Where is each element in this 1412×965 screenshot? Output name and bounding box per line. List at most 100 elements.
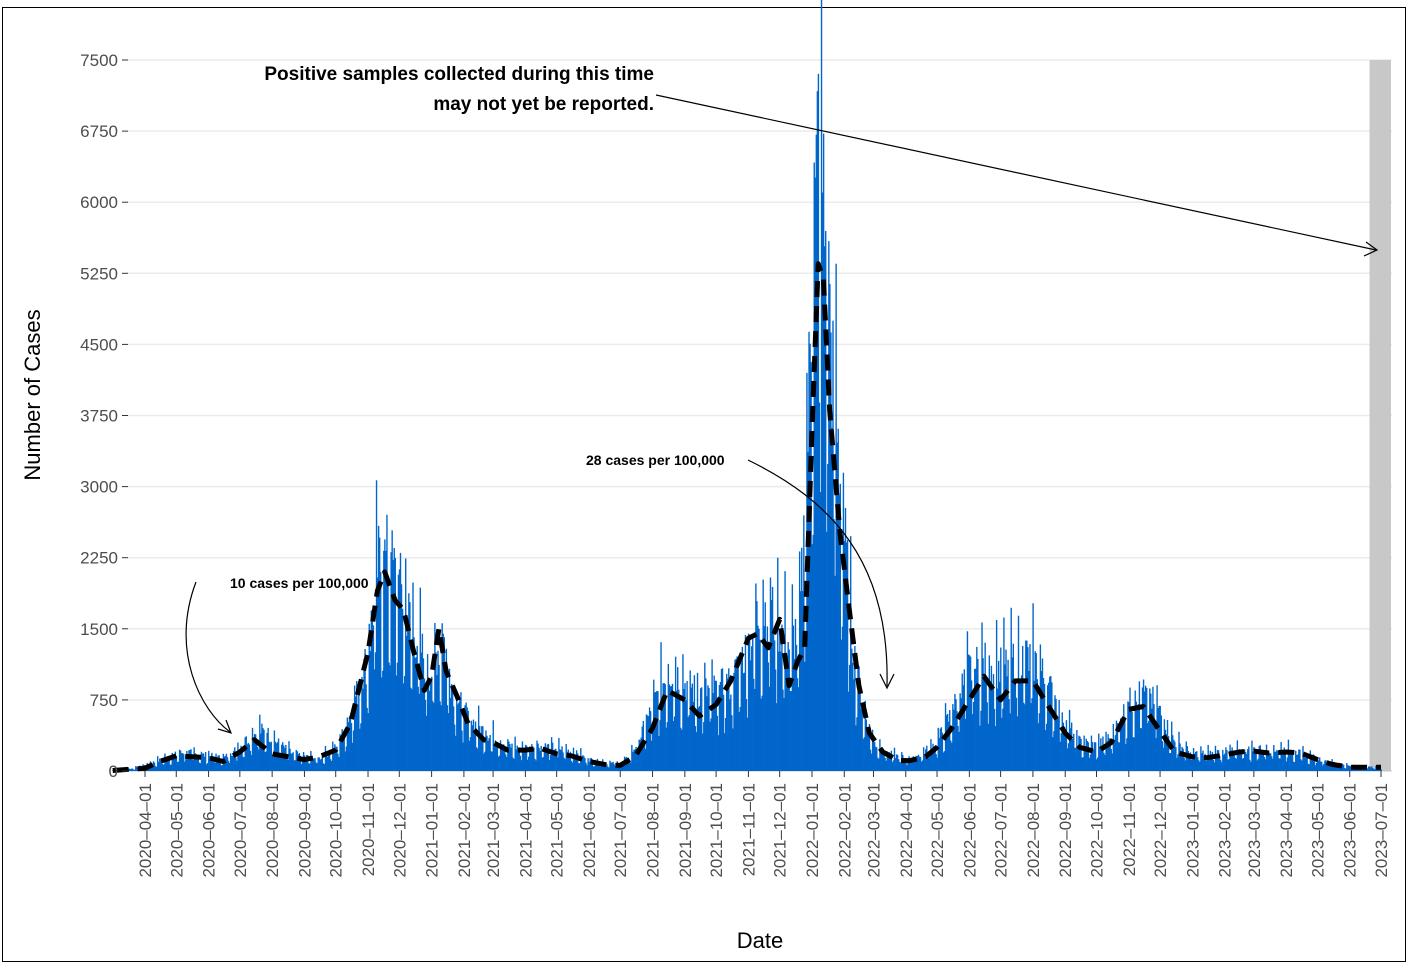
case-bar — [1061, 712, 1063, 771]
case-bar — [513, 758, 515, 771]
case-bar — [568, 754, 571, 771]
case-bar — [712, 693, 714, 771]
case-bar — [636, 752, 638, 771]
y-tick-label: 6750 — [80, 122, 118, 141]
case-bar — [572, 747, 575, 771]
case-bar — [888, 752, 890, 771]
annotation-label: 28 cases per 100,000 — [586, 452, 725, 468]
case-bar — [1233, 750, 1235, 771]
case-bar — [159, 758, 161, 771]
case-bar — [1248, 746, 1250, 771]
case-bar — [349, 717, 352, 771]
case-bar — [573, 755, 576, 771]
case-bar — [655, 692, 657, 771]
x-tick-label: 2022–02–01 — [835, 783, 854, 878]
case-bar — [1073, 733, 1075, 771]
case-bar — [1267, 751, 1270, 771]
case-bar — [442, 633, 444, 771]
case-bar — [738, 711, 740, 771]
case-bar — [130, 768, 133, 771]
case-bar — [583, 756, 585, 771]
case-bar — [1051, 682, 1053, 771]
case-bar — [448, 668, 451, 771]
case-bar — [830, 332, 832, 771]
case-bar — [209, 756, 211, 771]
case-bar — [1091, 742, 1094, 771]
case-bar — [1036, 679, 1038, 771]
case-bar — [174, 751, 177, 771]
case-bar — [735, 658, 737, 771]
case-bar — [1008, 699, 1010, 771]
case-bar — [1328, 762, 1330, 771]
case-bar — [1224, 753, 1226, 771]
case-bar — [486, 735, 488, 771]
case-bar — [1023, 702, 1025, 771]
case-bar — [1028, 670, 1030, 771]
case-bar — [1226, 750, 1228, 771]
case-bar — [534, 758, 536, 771]
case-bar — [779, 630, 781, 771]
case-bar — [1077, 745, 1079, 771]
case-bar — [1182, 748, 1184, 771]
case-bar — [1052, 737, 1054, 771]
case-bar — [856, 717, 858, 771]
case-bar — [1079, 736, 1081, 771]
case-bar — [1157, 707, 1159, 771]
case-bar — [934, 746, 936, 771]
case-bar — [169, 764, 171, 771]
case-bar — [323, 764, 326, 771]
case-bar — [915, 755, 918, 771]
case-bar — [1093, 742, 1096, 771]
case-bar — [664, 684, 666, 771]
case-bar — [136, 766, 138, 771]
case-bar — [1261, 751, 1264, 771]
case-bar — [264, 752, 266, 771]
x-tick-label: 2021–10–01 — [707, 783, 726, 878]
case-bar — [603, 763, 605, 771]
case-bar — [295, 749, 297, 771]
case-bar — [1265, 744, 1268, 771]
case-bar — [1014, 682, 1017, 771]
case-bar — [1297, 754, 1299, 771]
case-bar — [1260, 752, 1263, 771]
case-bar — [1200, 746, 1202, 771]
case-bar — [173, 754, 176, 771]
case-bar — [471, 725, 474, 771]
case-bar — [477, 705, 480, 771]
case-bar — [408, 593, 410, 771]
case-bar — [1282, 750, 1284, 771]
annotation-label: Positive samples collected during this t… — [264, 64, 654, 85]
case-bar — [1178, 731, 1180, 771]
case-bar — [1320, 761, 1322, 771]
case-bar — [786, 658, 788, 771]
x-tick-label: 2020–07–01 — [231, 783, 250, 878]
case-bar — [1102, 736, 1104, 771]
case-bar — [384, 539, 386, 771]
case-bar — [684, 683, 686, 771]
x-tick-label: 2021–08–01 — [644, 783, 663, 878]
case-bar — [219, 759, 221, 771]
case-bar — [1143, 691, 1146, 771]
case-bar — [1257, 758, 1259, 771]
case-bar — [540, 745, 542, 771]
case-bar — [397, 574, 400, 771]
case-bar — [757, 625, 759, 771]
case-bar — [1285, 761, 1288, 771]
case-bar — [705, 678, 707, 771]
trend-line-path — [112, 261, 1381, 773]
case-bar — [465, 702, 467, 771]
case-bar — [733, 672, 735, 771]
case-bar — [990, 665, 993, 771]
case-bar — [872, 739, 875, 771]
case-bar — [381, 677, 383, 771]
case-bar — [1005, 649, 1007, 771]
case-bar — [1137, 703, 1140, 771]
case-bar — [504, 746, 506, 771]
case-bar — [816, 91, 819, 771]
case-bar — [790, 691, 793, 771]
case-bar — [819, 492, 822, 771]
case-bar — [514, 736, 516, 771]
case-bar — [199, 763, 202, 771]
case-bar — [838, 494, 840, 771]
case-bar — [584, 758, 586, 771]
